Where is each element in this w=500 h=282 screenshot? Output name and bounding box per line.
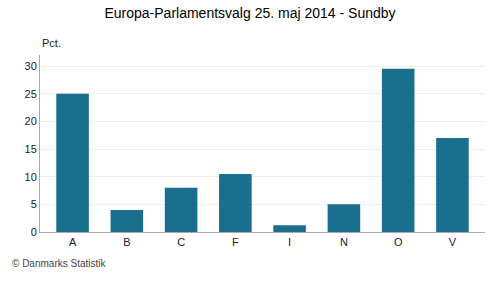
svg-text:C: C bbox=[177, 236, 185, 248]
svg-text:30: 30 bbox=[25, 60, 37, 72]
svg-text:20: 20 bbox=[25, 115, 37, 127]
svg-text:0: 0 bbox=[31, 226, 37, 238]
svg-text:F: F bbox=[232, 236, 239, 248]
svg-text:B: B bbox=[123, 236, 130, 248]
svg-text:O: O bbox=[394, 236, 403, 248]
svg-text:N: N bbox=[340, 236, 348, 248]
svg-text:Pct.: Pct. bbox=[42, 37, 61, 49]
svg-text:Europa-Parlamentsvalg 25. maj: Europa-Parlamentsvalg 25. maj 2014 - Sun… bbox=[104, 5, 395, 21]
svg-text:A: A bbox=[69, 236, 77, 248]
svg-text:5: 5 bbox=[31, 198, 37, 210]
svg-text:15: 15 bbox=[25, 143, 37, 155]
svg-text:10: 10 bbox=[25, 171, 37, 183]
svg-text:I: I bbox=[288, 236, 291, 248]
svg-text:© Danmarks Statistik: © Danmarks Statistik bbox=[12, 258, 107, 269]
svg-text:V: V bbox=[449, 236, 457, 248]
svg-text:25: 25 bbox=[25, 88, 37, 100]
